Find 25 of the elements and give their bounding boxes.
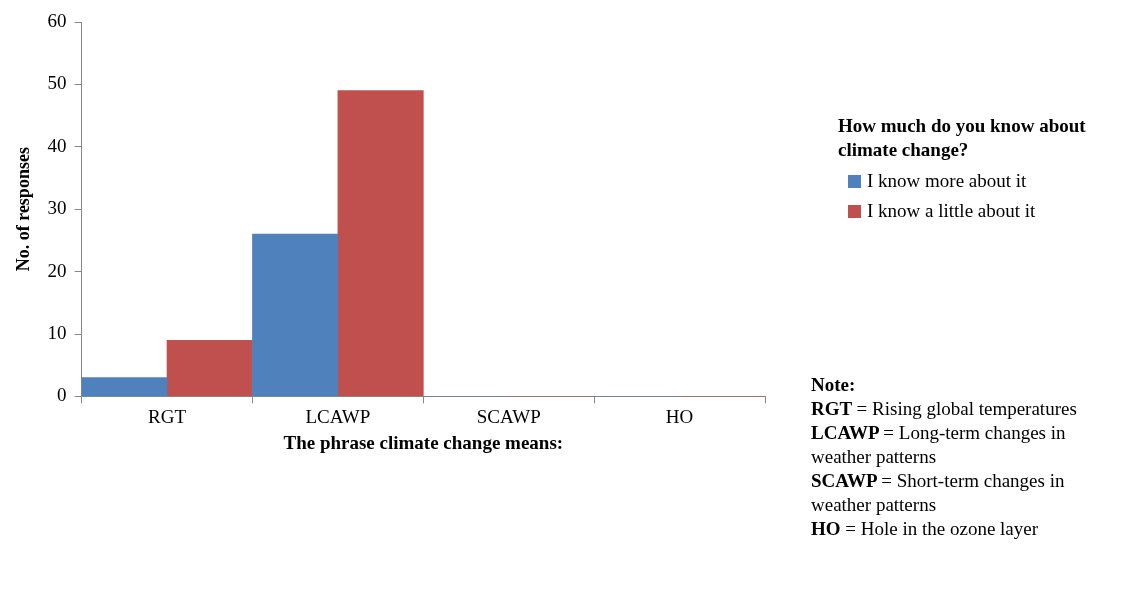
text: Note:	[811, 373, 857, 397]
bar	[166, 339, 253, 397]
legend-label: I know a little about it	[867, 200, 1036, 222]
y-tick-label: 20	[47, 259, 67, 281]
y-tick-label: 60	[47, 9, 67, 31]
text: LCAWP = Long-term changes in weather patterns	[811, 421, 1067, 469]
y-tick-label: 40	[47, 134, 67, 156]
x-tick-label: RGT	[148, 405, 187, 427]
legend-label: I know more about it	[867, 170, 1027, 192]
y-tick-label: 10	[47, 321, 67, 343]
text: RGT = Rising global temperatures	[811, 397, 1078, 421]
x-tick-label: LCAWP	[305, 405, 371, 427]
y-tick-label: 30	[47, 197, 67, 219]
bar	[337, 90, 424, 397]
legend-title: How much do you know about climate change?	[838, 114, 1087, 162]
y-axis-title: No. of responses	[13, 147, 34, 272]
text: HO = Hole in the ozone layer	[811, 517, 1040, 541]
bar	[252, 233, 339, 397]
text: SCAWP = Short-term changes in weather patterns	[811, 469, 1066, 517]
x-tick-label: HO	[665, 405, 694, 427]
y-tick-label: 50	[47, 72, 67, 94]
bar	[81, 377, 168, 397]
x-tick-label: SCAWP	[476, 405, 541, 427]
y-tick-label: 0	[57, 384, 67, 406]
x-axis-title: The phrase climate change means:	[283, 431, 564, 453]
